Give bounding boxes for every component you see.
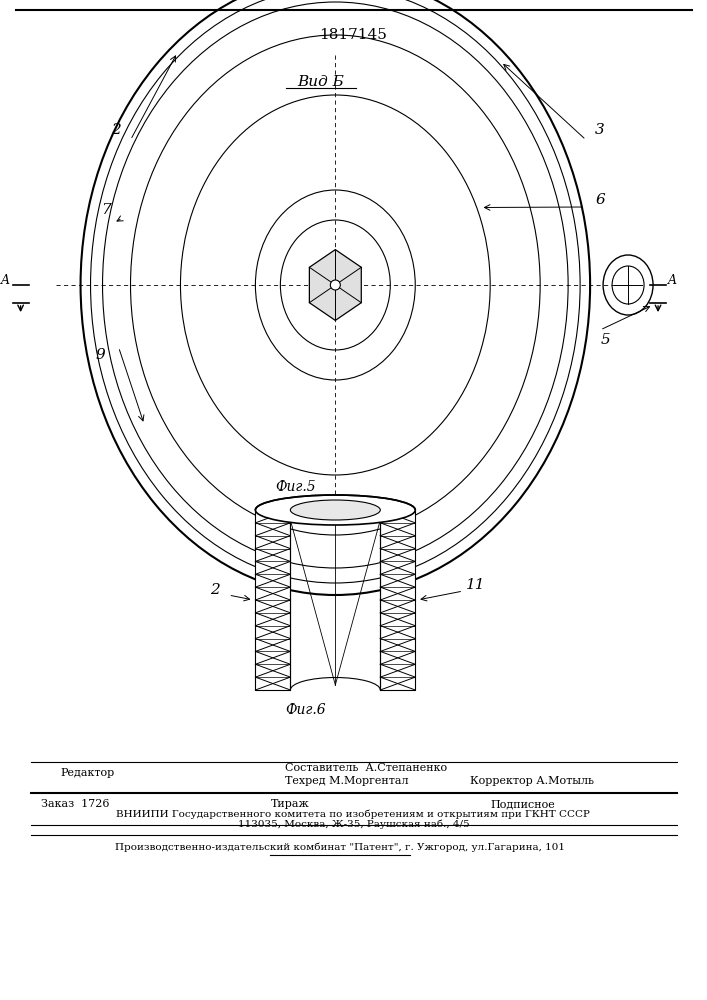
Text: 6: 6 [595,193,605,207]
Text: 1817145: 1817145 [320,28,387,42]
Text: Вид Б: Вид Б [297,75,344,89]
Text: Редактор: Редактор [61,768,115,778]
Text: Техред М.Моргентал: Техред М.Моргентал [286,776,409,786]
Text: 113035, Москва, Ж-35, Раушская наб., 4/5: 113035, Москва, Ж-35, Раушская наб., 4/5 [238,819,469,829]
Text: Фиг.6: Фиг.6 [285,703,326,717]
Ellipse shape [255,495,415,525]
Text: 2: 2 [211,583,221,597]
Text: Подписное: Подписное [490,799,555,809]
Text: A: A [667,273,677,286]
Polygon shape [310,250,361,320]
Text: 7: 7 [100,203,110,217]
Text: 2: 2 [111,123,120,137]
Text: 9: 9 [95,348,105,362]
Text: Фиг.5: Фиг.5 [275,480,316,494]
Text: ВНИИПИ Государственного комитета по изобретениям и открытиям при ГКНТ СССР: ВНИИПИ Государственного комитета по изоб… [117,809,590,819]
Ellipse shape [603,255,653,315]
Text: 3: 3 [595,123,605,137]
Text: A: A [1,273,10,286]
Text: Тираж: Тираж [270,799,309,809]
Text: Составитель  А.Степаненко: Составитель А.Степаненко [286,763,448,773]
Text: 11: 11 [465,578,485,592]
Ellipse shape [291,500,380,520]
FancyBboxPatch shape [255,510,291,690]
Text: Корректор А.Мотыль: Корректор А.Мотыль [470,776,594,786]
Circle shape [330,280,340,290]
Text: 5: 5 [600,333,610,347]
FancyBboxPatch shape [380,510,415,690]
Text: Заказ  1726: Заказ 1726 [40,799,109,809]
Text: Производственно-издательский комбинат "Патент", г. Ужгород, ул.Гагарина, 101: Производственно-издательский комбинат "П… [115,842,566,852]
